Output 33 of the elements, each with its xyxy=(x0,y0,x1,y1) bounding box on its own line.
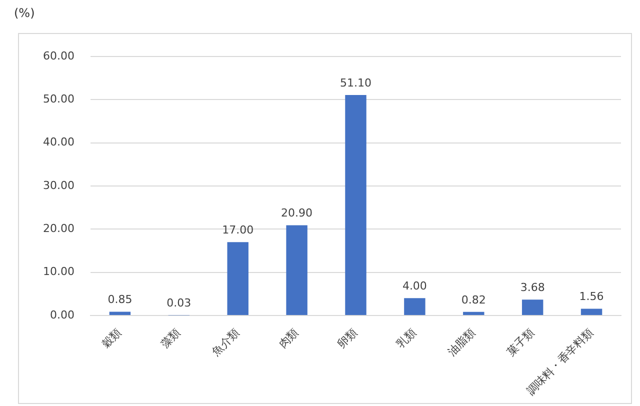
data-label: 0.82 xyxy=(461,293,486,306)
data-label: 0.85 xyxy=(108,293,132,306)
y-tick-label: 0.00 xyxy=(50,308,74,322)
x-tick-label: 菓子類 xyxy=(504,326,537,359)
x-tick-label: 卵類 xyxy=(335,326,360,351)
x-tick-label: 穀類 xyxy=(99,326,124,351)
bar xyxy=(227,242,248,315)
bar xyxy=(522,300,544,315)
x-tick-label: 魚介類 xyxy=(209,326,242,359)
x-tick-label: 藻類 xyxy=(158,326,184,351)
bar xyxy=(345,94,366,315)
y-tick-label: 50.00 xyxy=(42,92,74,106)
data-label: 4.00 xyxy=(402,280,427,293)
y-tick-label: 60.00 xyxy=(42,49,74,62)
data-label: 1.56 xyxy=(579,290,604,304)
y-tick-label: 20.00 xyxy=(42,222,74,236)
x-tick-label: 乳類 xyxy=(394,326,419,351)
y-tick-label: 30.00 xyxy=(42,178,74,192)
data-label: 17.00 xyxy=(222,223,254,236)
bar xyxy=(286,225,308,315)
y-tick-label: 10.00 xyxy=(42,265,74,278)
x-tick-label: 油脂類 xyxy=(445,326,478,359)
data-label: 3.68 xyxy=(520,280,545,294)
data-label: 20.90 xyxy=(281,206,313,220)
data-label: 0.03 xyxy=(166,296,192,310)
x-tick-label: 肉類 xyxy=(276,326,301,351)
bar xyxy=(404,298,426,315)
bar xyxy=(463,312,484,315)
data-label: 51.10 xyxy=(340,76,372,90)
y-axis-title: (%) xyxy=(14,6,35,20)
bar xyxy=(109,312,131,315)
bar xyxy=(580,308,602,315)
y-tick-label: 40.00 xyxy=(42,136,74,149)
